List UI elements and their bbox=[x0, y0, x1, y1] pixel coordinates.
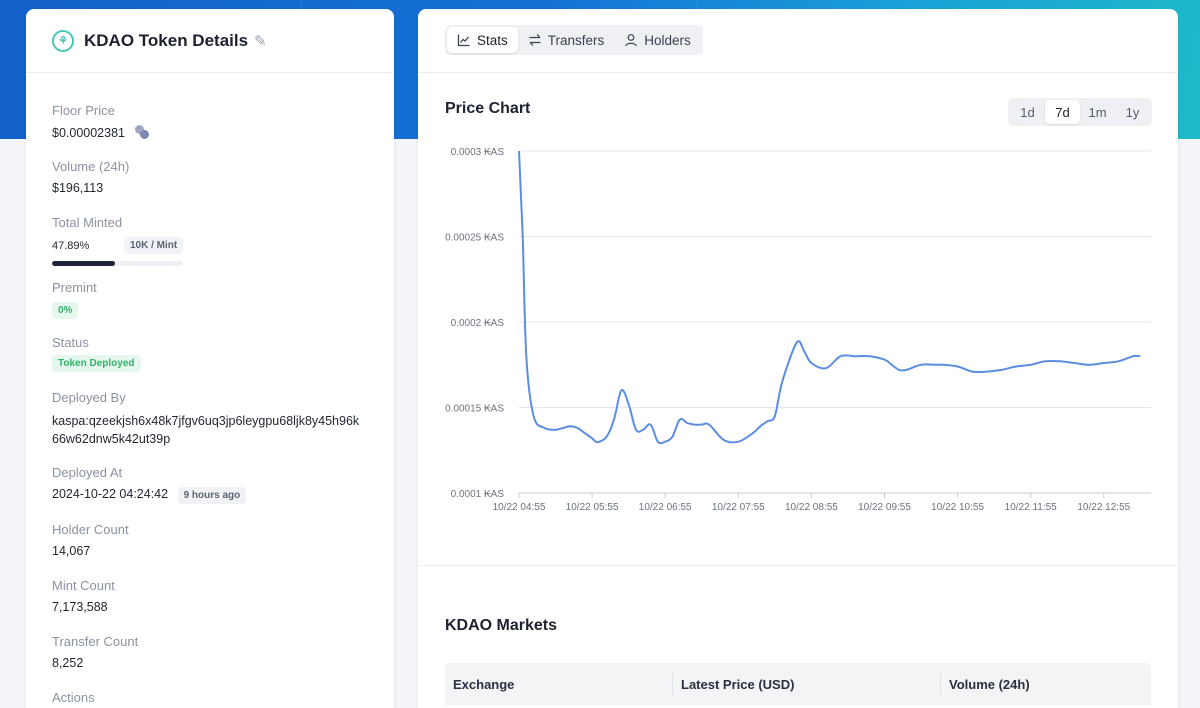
view-tabs: Stats Transfers Holders bbox=[445, 25, 703, 55]
deployed-by-label: Deployed By bbox=[52, 390, 126, 405]
token-details-header: ⚘ KDAO Token Details ✎ bbox=[26, 9, 394, 73]
tab-transfers[interactable]: Transfers bbox=[518, 27, 615, 53]
minted-progress-bar bbox=[52, 261, 183, 266]
arrows-exchange-icon bbox=[529, 34, 541, 46]
transfer-count-field: Transfer Count 8,252 bbox=[52, 634, 138, 670]
y-tick-label: 0.00025 ₭AS bbox=[445, 233, 504, 244]
token-details-panel: ⚘ KDAO Token Details ✎ Floor Price $0.00… bbox=[26, 9, 394, 708]
token-stats-panel: Stats Transfers Holders Price Chart 1d 7… bbox=[418, 9, 1178, 708]
page-title: KDAO Token Details bbox=[84, 30, 249, 50]
volume-value: $196,113 bbox=[52, 181, 104, 195]
mint-count-label: Mint Count bbox=[52, 578, 115, 593]
x-tick-label: 10/22 07:55 bbox=[712, 502, 765, 513]
y-tick-label: 0.0001 ₭AS bbox=[451, 489, 505, 500]
actions-field: Actions bbox=[52, 690, 95, 705]
deployed-at-label: Deployed At bbox=[52, 465, 123, 480]
y-tick-label: 0.00015 ₭AS bbox=[445, 404, 504, 415]
volume-field: Volume (24h) $196,113 bbox=[52, 159, 129, 195]
price-chart: 0.0001 ₭AS 0.00015 ₭AS 0.0002 ₭AS 0.00025 ₭… bbox=[445, 147, 1151, 513]
tab-transfers-label: Transfers bbox=[547, 32, 605, 48]
deployer-address-line-2[interactable]: 66w62dnw5k42ut39p bbox=[52, 432, 171, 446]
actions-label: Actions bbox=[52, 690, 95, 705]
chart-line-icon bbox=[457, 34, 470, 47]
floor-price-label: Floor Price bbox=[52, 103, 115, 118]
deployer-address-line-1[interactable]: kaspa:qzeekjsh6x48k7jfgv6uq3jp6leygpu68l… bbox=[52, 414, 360, 428]
range-1y-button[interactable]: 1y bbox=[1125, 104, 1140, 120]
column-header-volume[interactable]: Volume (24h) bbox=[949, 676, 1030, 692]
holder-count-label: Holder Count bbox=[52, 522, 129, 537]
transfer-count-value: 8,252 bbox=[52, 656, 84, 670]
tab-stats-label: Stats bbox=[477, 32, 508, 48]
tab-holders[interactable]: Holders bbox=[614, 27, 701, 53]
tabs-bar: Stats Transfers Holders bbox=[418, 9, 1178, 73]
mint-count-value: 7,173,588 bbox=[52, 600, 108, 614]
tab-stats[interactable]: Stats bbox=[447, 27, 518, 53]
total-minted-label: Total Minted bbox=[52, 215, 123, 230]
markets-title: KDAO Markets bbox=[445, 617, 558, 634]
user-icon bbox=[625, 34, 638, 47]
chart-title: Price Chart bbox=[445, 100, 531, 117]
x-tick-label: 10/22 09:55 bbox=[858, 502, 911, 513]
status-badge: Token Deployed bbox=[52, 355, 141, 372]
x-tick-label: 10/22 11:55 bbox=[1005, 502, 1058, 513]
premint-field: Premint 0% bbox=[52, 280, 97, 319]
x-tick-label: 10/22 12:55 bbox=[1077, 502, 1130, 513]
x-tick-label: 10/22 04:55 bbox=[493, 502, 546, 513]
status-label: Status bbox=[52, 335, 89, 350]
deployed-at-field: Deployed At 2024-10-22 04:24:42 9 hours … bbox=[52, 465, 247, 504]
y-tick-label: 0.0003 ₭AS bbox=[451, 147, 505, 158]
range-1m-button[interactable]: 1m bbox=[1088, 104, 1107, 120]
total-minted-field: Total Minted 47.89% 10K / Mint bbox=[52, 215, 184, 266]
holder-count-field: Holder Count 14,067 bbox=[52, 522, 129, 558]
x-tick-label: 10/22 08:55 bbox=[785, 502, 838, 513]
floor-price-value: $0.00002381 bbox=[52, 126, 125, 140]
deployed-by-field: Deployed By kaspa:qzeekjsh6x48k7jfgv6uq3… bbox=[52, 390, 359, 448]
kdao-logo-icon: ⚘ bbox=[52, 29, 74, 52]
mint-count-field: Mint Count 7,173,588 bbox=[52, 578, 115, 614]
y-tick-label: 0.0002 ₭AS bbox=[451, 318, 505, 329]
coins-icon[interactable] bbox=[135, 125, 149, 139]
column-header-exchange[interactable]: Exchange bbox=[445, 673, 673, 695]
time-ago-badge: 9 hours ago bbox=[177, 487, 247, 504]
premint-label: Premint bbox=[52, 280, 97, 295]
premint-badge: 0% bbox=[52, 302, 79, 319]
markets-table-header: Exchange Latest Price (USD) Volume (24h) bbox=[445, 663, 1151, 705]
x-tick-label: 10/22 06:55 bbox=[639, 502, 692, 513]
minted-progress-fill bbox=[52, 261, 115, 266]
range-1d-button[interactable]: 1d bbox=[1020, 104, 1035, 120]
holder-count-value: 14,067 bbox=[52, 544, 91, 558]
x-tick-label: 10/22 10:55 bbox=[931, 502, 984, 513]
total-minted-percent: 47.89% bbox=[52, 239, 90, 252]
edit-icon[interactable]: ✎ bbox=[254, 32, 267, 50]
transfer-count-label: Transfer Count bbox=[52, 634, 139, 649]
deployed-at-value: 2024-10-22 04:24:42 bbox=[52, 487, 169, 501]
section-divider bbox=[418, 565, 1178, 566]
price-series-line[interactable] bbox=[518, 150, 1141, 445]
volume-label: Volume (24h) bbox=[52, 159, 130, 174]
floor-price-field: Floor Price $0.00002381 bbox=[52, 103, 149, 140]
column-header-latest-price[interactable]: Latest Price (USD) bbox=[673, 673, 941, 695]
range-7d-button[interactable]: 7d bbox=[1045, 100, 1080, 124]
tab-holders-label: Holders bbox=[644, 32, 691, 48]
status-field: Status Token Deployed bbox=[52, 335, 141, 372]
mint-size-badge: 10K / Mint bbox=[124, 237, 184, 254]
x-tick-label: 10/22 05:55 bbox=[566, 502, 619, 513]
range-selector: 1d 7d 1m 1y bbox=[1008, 98, 1152, 126]
